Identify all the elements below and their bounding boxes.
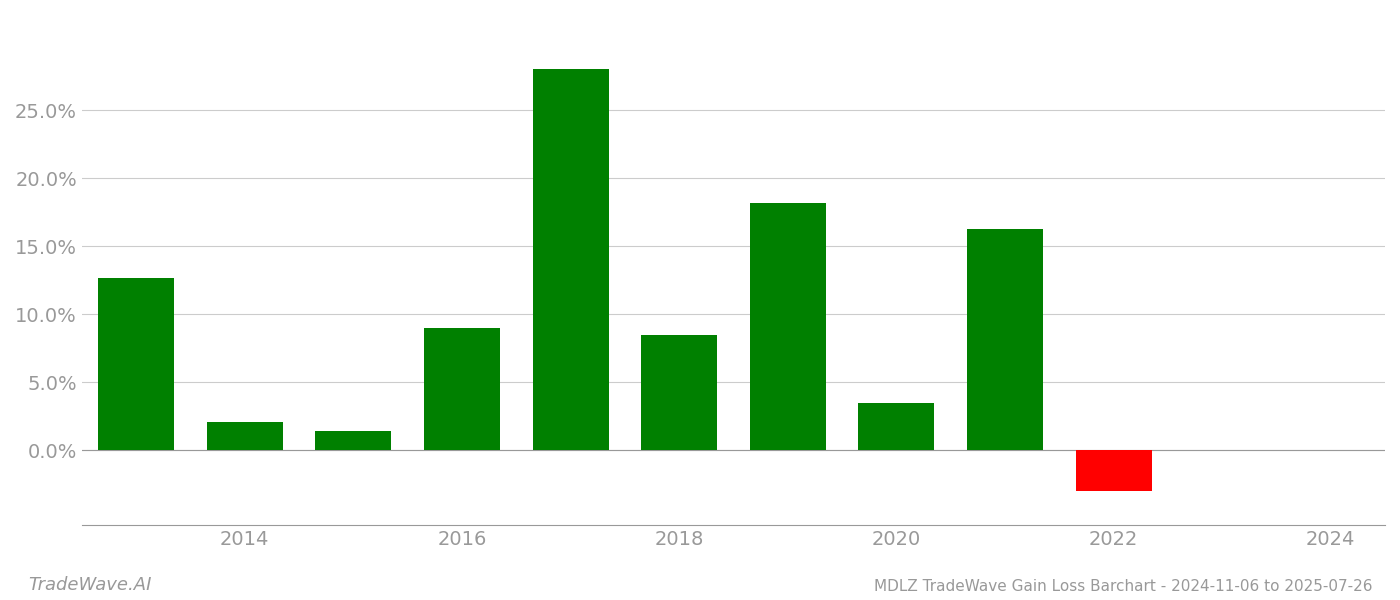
Bar: [858, 403, 934, 451]
Bar: [967, 229, 1043, 451]
Bar: [750, 203, 826, 451]
Bar: [1075, 451, 1152, 491]
Text: TradeWave.AI: TradeWave.AI: [28, 576, 151, 594]
Bar: [641, 335, 717, 451]
Bar: [424, 328, 500, 451]
Bar: [315, 431, 392, 451]
Text: MDLZ TradeWave Gain Loss Barchart - 2024-11-06 to 2025-07-26: MDLZ TradeWave Gain Loss Barchart - 2024…: [874, 579, 1372, 594]
Bar: [98, 278, 174, 451]
Bar: [532, 70, 609, 451]
Bar: [207, 422, 283, 451]
